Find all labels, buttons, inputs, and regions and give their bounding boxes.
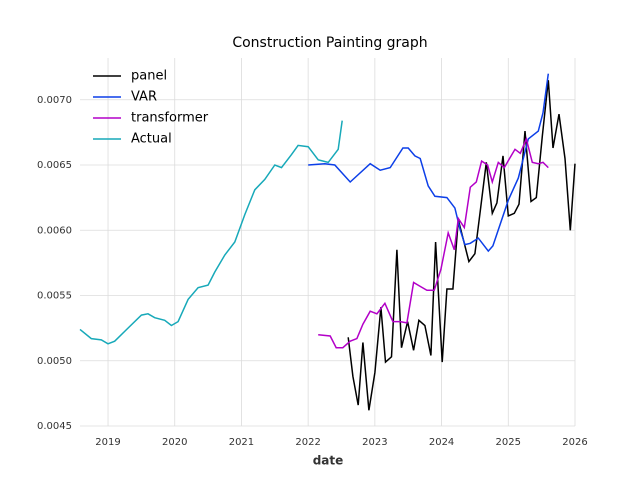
y-tick-label: 0.0055 [37,291,72,302]
legend-label: VAR [131,90,157,105]
x-tick-label: 2025 [496,437,521,448]
x-tick-label: 2020 [162,437,187,448]
y-tick-label: 0.0045 [37,421,72,432]
x-tick-label: 2023 [362,437,387,448]
legend-label: panel [131,69,167,84]
y-tick-label: 0.0065 [37,160,72,171]
x-tick-label: 2019 [95,437,120,448]
legend-label: Actual [131,132,172,147]
y-tick-label: 0.0050 [37,356,72,367]
x-axis-label: date [313,454,344,468]
y-tick-label: 0.0060 [37,225,72,236]
x-tick-label: 2022 [295,437,320,448]
series-line [79,120,343,345]
x-tick-label: 2021 [229,437,254,448]
x-tick-label: 2026 [562,437,587,448]
x-tick-label: 2024 [429,437,454,448]
chart-title: Construction Painting graph [232,35,427,51]
series-line [318,136,549,349]
y-tick-label: 0.0070 [37,95,72,106]
legend-label: transformer [131,111,209,126]
series-line [308,73,550,253]
